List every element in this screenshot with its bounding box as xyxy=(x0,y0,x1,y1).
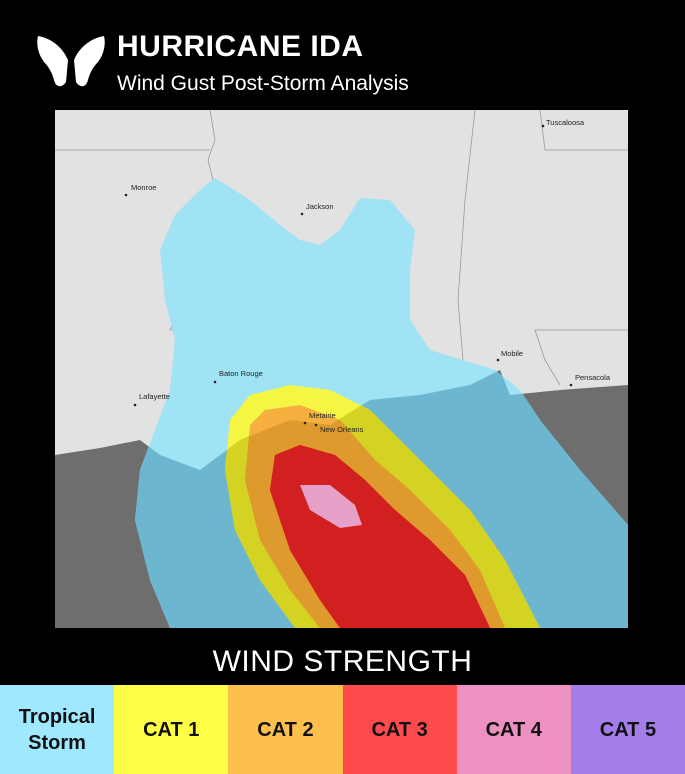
wind-zones xyxy=(135,178,628,628)
city-label: Metairie xyxy=(309,411,336,420)
page-title: HURRICANE IDA xyxy=(117,30,364,63)
butterfly-icon xyxy=(37,36,105,87)
wind-strength-legend: Tropical Storm CAT 1 CAT 2 CAT 3 CAT 4 C… xyxy=(0,685,685,774)
city-label: Jackson xyxy=(306,202,334,211)
legend-label: CAT 3 xyxy=(371,718,428,741)
wind-gust-map: Tuscaloosa Monroe Jackson Baton Rouge La… xyxy=(55,110,628,628)
legend-label: CAT 1 xyxy=(143,718,200,741)
legend-label: Tropical Storm xyxy=(18,705,96,754)
page-subtitle: Wind Gust Post-Storm Analysis xyxy=(117,72,409,95)
legend-label: CAT 4 xyxy=(485,718,542,741)
legend-label: CAT 2 xyxy=(257,718,314,741)
city-labels: Tuscaloosa Monroe Jackson Baton Rouge La… xyxy=(124,118,611,434)
zone-cat-4 xyxy=(300,485,362,528)
city-label: Monroe xyxy=(131,183,156,192)
city-label: Tuscaloosa xyxy=(546,118,585,127)
city-label: Mobile xyxy=(501,349,523,358)
city-label: Pensacola xyxy=(575,373,611,382)
legend-title: WIND STRENGTH xyxy=(212,645,473,678)
city-label: Lafayette xyxy=(139,392,170,401)
legend-cat-3: CAT 3 xyxy=(342,685,457,774)
legend-cat-5: CAT 5 xyxy=(570,685,685,774)
legend-label: CAT 5 xyxy=(599,718,657,741)
legend-cat-1: CAT 1 xyxy=(114,685,229,774)
city-label: Baton Rouge xyxy=(219,369,263,378)
legend-cat-4: CAT 4 xyxy=(456,685,571,774)
legend-tropical-storm: Tropical Storm xyxy=(0,685,115,774)
city-label: New Orleans xyxy=(320,425,364,434)
legend-cat-2: CAT 2 xyxy=(228,685,343,774)
